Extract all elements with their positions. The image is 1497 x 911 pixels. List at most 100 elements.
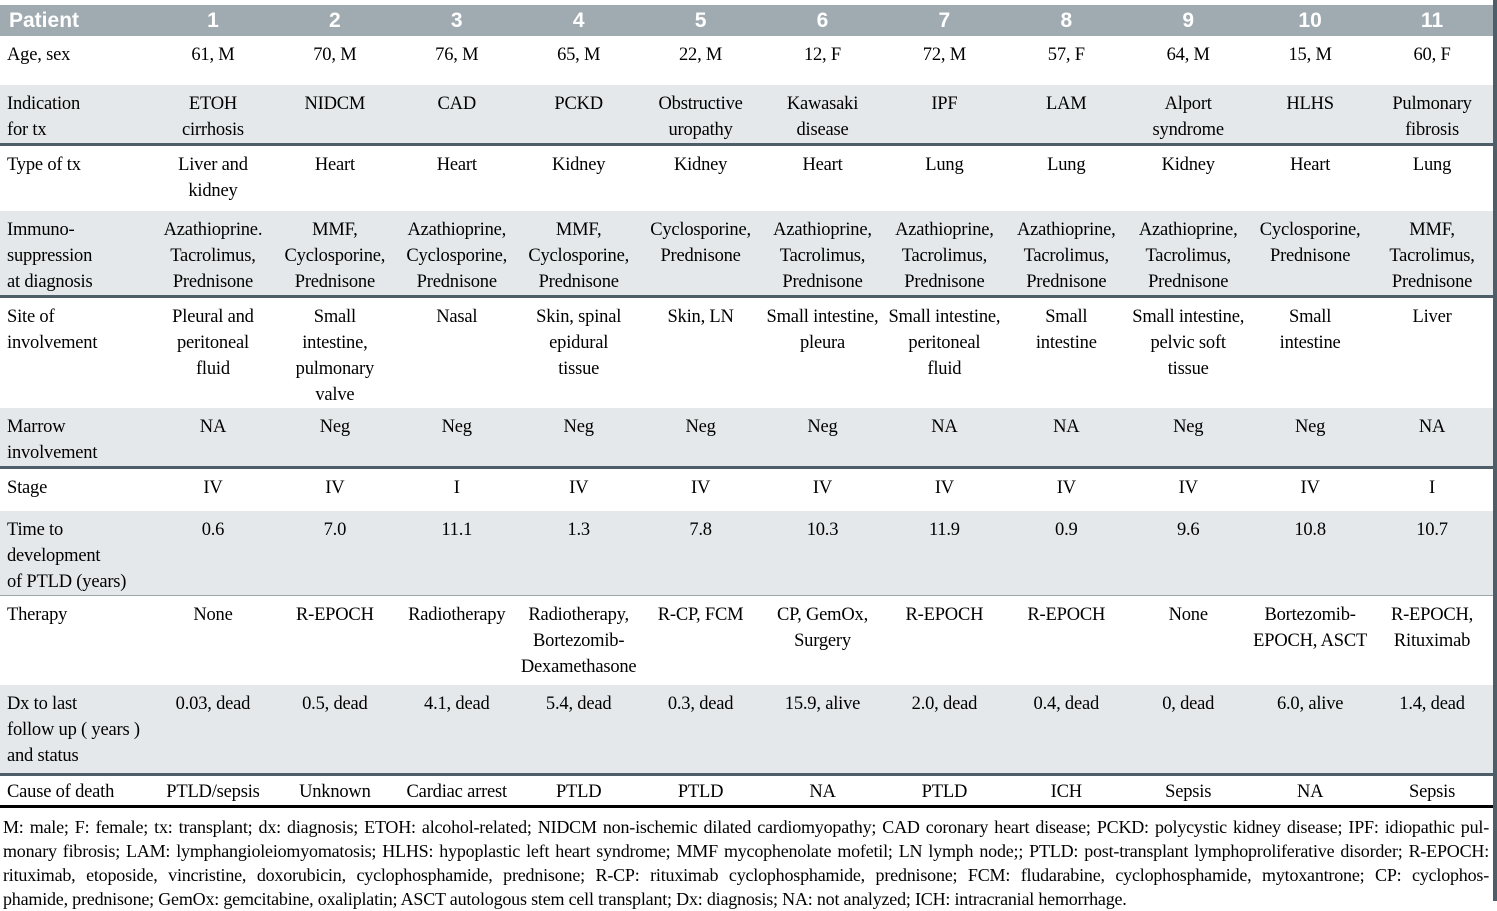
row-label: Site of involvement bbox=[7, 306, 98, 353]
row-label: Dx to last follow up ( years ) and statu… bbox=[0, 684, 152, 776]
cell: R-EPOCH bbox=[1027, 605, 1106, 625]
cell: Small intestine bbox=[1035, 306, 1097, 353]
cell: CAD bbox=[395, 85, 518, 146]
cell: Lung bbox=[1412, 155, 1452, 175]
cell: Azathioprine, Tacrolimus, Prednisone bbox=[1127, 210, 1250, 298]
cell: Neg bbox=[1127, 407, 1250, 469]
cell: 70, M bbox=[313, 45, 357, 65]
cell: 64, M bbox=[1166, 45, 1210, 65]
cell: NA bbox=[761, 774, 884, 808]
cell: IV bbox=[203, 477, 223, 498]
patient-number-header: 6 bbox=[761, 5, 884, 36]
cell: Kidney bbox=[673, 155, 728, 175]
cell: Kawasaki disease bbox=[761, 85, 884, 146]
cell: Small intestine bbox=[1279, 306, 1341, 353]
footnote-line: rituximab, etoposide, vincristine, doxor… bbox=[3, 865, 1489, 885]
cell: 0.5, dead bbox=[273, 684, 396, 776]
cell: 11.1 bbox=[395, 511, 518, 596]
cell: 0.4, dead bbox=[1005, 684, 1128, 776]
patient-number-header: 9 bbox=[1127, 5, 1250, 36]
cell: 57, F bbox=[1047, 45, 1085, 65]
row-label: Therapy bbox=[7, 605, 68, 625]
cell: Skin, spinal epidural tissue bbox=[536, 306, 622, 379]
row-label: Type of tx bbox=[7, 155, 81, 175]
cell: IPF bbox=[883, 85, 1006, 146]
cell: Cardiac arrest bbox=[395, 774, 518, 808]
cell: Nasal bbox=[436, 306, 478, 327]
patient-number-header: 1 bbox=[152, 5, 274, 36]
footnote-line: phamide, prednisone; GemOx: gemcitabine,… bbox=[3, 889, 1127, 909]
cell: PTLD bbox=[639, 774, 762, 808]
cell: 0, dead bbox=[1127, 684, 1250, 776]
cell: Azathioprine. Tacrolimus, Prednisone bbox=[152, 210, 274, 298]
cell: 4.1, dead bbox=[395, 684, 518, 776]
table-row: Dx to last follow up ( years ) and statu… bbox=[0, 684, 1493, 776]
cell: 60, F bbox=[1413, 45, 1451, 65]
cell: Heart bbox=[802, 155, 843, 175]
cell: NA bbox=[883, 407, 1006, 469]
cell: IV bbox=[1300, 477, 1320, 498]
cell: 0.9 bbox=[1005, 511, 1128, 596]
cell: ETOH cirrhosis bbox=[152, 85, 274, 146]
row-label: Age, sex bbox=[7, 45, 71, 65]
cell: 76, M bbox=[435, 45, 479, 65]
cell: Kidney bbox=[552, 155, 606, 175]
cell: 1.4, dead bbox=[1371, 684, 1493, 776]
cell: Pleural and peritoneal fluid bbox=[172, 306, 254, 379]
table-row: Immuno- suppression at diagnosis Azathiop… bbox=[0, 210, 1493, 298]
cell: ICH bbox=[1005, 774, 1128, 808]
cell: NA bbox=[1371, 407, 1493, 469]
table-row: Marrow involvement NA Neg Neg Neg Neg Neg NA NA N… bbox=[0, 407, 1493, 469]
cell: 10.3 bbox=[761, 511, 884, 596]
cell: Neg bbox=[639, 407, 762, 469]
cell: Kidney bbox=[1161, 155, 1215, 175]
cell: PCKD bbox=[517, 85, 640, 146]
cell: Radiotherapy bbox=[408, 605, 506, 625]
cell: Skin, LN bbox=[667, 306, 734, 327]
cell: 61, M bbox=[191, 45, 235, 65]
cell: 72, M bbox=[922, 45, 966, 65]
cell: R-CP, FCM bbox=[657, 605, 744, 625]
cell: IV bbox=[1178, 477, 1198, 498]
cell: IV bbox=[1056, 477, 1076, 498]
cell: Azathioprine, Tacrolimus, Prednisone bbox=[1005, 210, 1128, 298]
cell: Neg bbox=[1249, 407, 1372, 469]
cell: Small intestine, pleura bbox=[766, 306, 879, 353]
cell: I bbox=[453, 477, 460, 498]
cell: HLHS bbox=[1249, 85, 1372, 146]
cell: 0.3, dead bbox=[639, 684, 762, 776]
cell: 0.6 bbox=[152, 511, 274, 596]
cell: 1.3 bbox=[517, 511, 640, 596]
patients-table: Patient 1 2 3 4 5 6 7 8 9 10 11 Age, sex 61, M 70, M… bbox=[0, 5, 1493, 808]
cell: Bortezomib- EPOCH, ASCT bbox=[1253, 605, 1368, 651]
cell: LAM bbox=[1005, 85, 1128, 146]
cell: PTLD/sepsis bbox=[152, 774, 274, 808]
cell: Radiotherapy, Bortezomib- Dexamethasone bbox=[520, 605, 637, 677]
cell: MMF, Cyclosporine, Prednisone bbox=[273, 210, 396, 298]
cell: Unknown bbox=[273, 774, 396, 808]
cell: 10.8 bbox=[1249, 511, 1372, 596]
cell: 11.9 bbox=[883, 511, 1006, 596]
cell: Lung bbox=[925, 155, 964, 175]
cell: 65, M bbox=[557, 45, 601, 65]
cell: Obstructive uropathy bbox=[639, 85, 762, 146]
cell: Lung bbox=[1047, 155, 1086, 175]
table-row: Indication for tx ETOH cirrhosis NIDCM CAD P… bbox=[0, 85, 1493, 146]
cell: MMF, Tacrolimus, Prednisone bbox=[1371, 210, 1493, 298]
cell: 5.4, dead bbox=[517, 684, 640, 776]
cell: Neg bbox=[761, 407, 884, 469]
cell: NIDCM bbox=[273, 85, 396, 146]
table-row: Time to development of PTLD (years) 0.6 7.… bbox=[0, 511, 1493, 596]
cell: R-EPOCH bbox=[905, 605, 984, 625]
cell: 6.0, alive bbox=[1249, 684, 1372, 776]
patient-number-header: 5 bbox=[639, 5, 762, 36]
cell: Sepsis bbox=[1371, 774, 1493, 808]
footnote: M: male; F: female; tx: transplant; dx: … bbox=[0, 808, 1493, 911]
cell: None bbox=[1168, 605, 1208, 625]
cell: Alport syndrome bbox=[1127, 85, 1250, 146]
cell: NA bbox=[1249, 774, 1372, 808]
row-label: Immuno- suppression at diagnosis bbox=[0, 210, 152, 298]
cell: Neg bbox=[273, 407, 396, 469]
cell: Sepsis bbox=[1127, 774, 1250, 808]
